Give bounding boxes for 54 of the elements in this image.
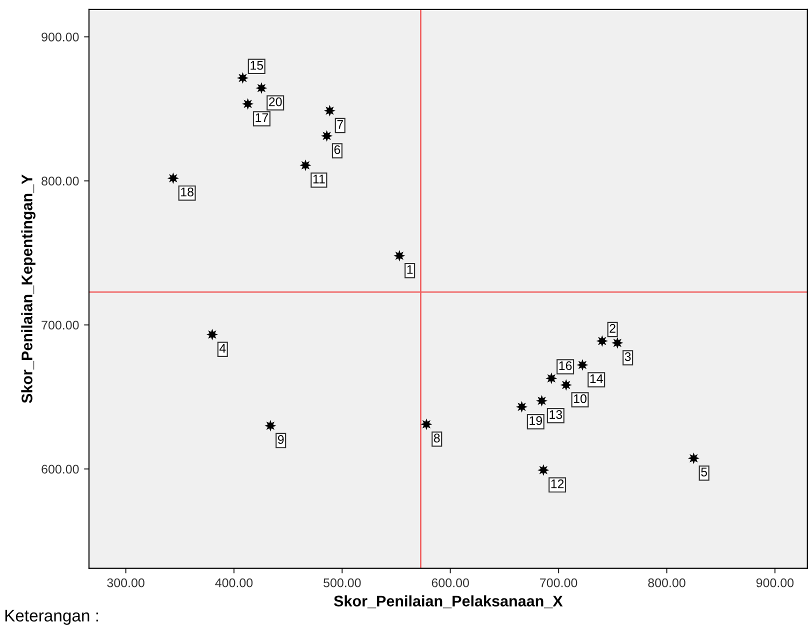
annotation: 14 [590, 374, 603, 383]
annotation: 1 [407, 265, 413, 274]
point [516, 401, 528, 413]
annotation: 11 [313, 174, 325, 184]
point [324, 104, 336, 116]
text: Keterangan : [5, 610, 98, 625]
y-tick-label: 600.00 [42, 464, 79, 474]
y-axis-title: Skor_Penilaian_Kepentingan_Y [21, 174, 36, 404]
annotation: 12 [551, 479, 564, 488]
x-tick-label: 400.00 [215, 578, 253, 588]
point [256, 82, 268, 94]
annotation: 7 [337, 120, 343, 129]
annotation: 4 [219, 344, 226, 353]
point [264, 420, 276, 432]
point [206, 328, 218, 340]
annotation: 8 [434, 434, 440, 442]
point [546, 372, 558, 384]
annotation: 19 [530, 416, 542, 426]
annotation: 9 [278, 435, 284, 444]
point [394, 250, 406, 262]
point [612, 337, 624, 349]
annotation: 20 [269, 97, 282, 106]
annotation: 6 [334, 145, 340, 154]
annotation: 16 [559, 361, 572, 370]
y-tick-label: 700.00 [42, 320, 79, 330]
point [536, 395, 548, 407]
point [538, 464, 550, 476]
point [236, 72, 249, 84]
annotation: 3 [624, 352, 631, 362]
annotation: 18 [181, 188, 194, 196]
x-tick-label: 500.00 [324, 578, 361, 588]
point [242, 98, 254, 110]
point [576, 359, 588, 371]
x-tick-label: 600.00 [432, 578, 469, 588]
point [320, 130, 333, 142]
x-tick-label: 700.00 [540, 578, 578, 588]
annotation: 2 [610, 324, 616, 333]
point [300, 159, 312, 172]
annotation: 13 [550, 410, 562, 419]
y-tick-label: 800.00 [42, 176, 79, 186]
point [688, 452, 700, 464]
x-tick-label: 300.00 [107, 578, 144, 588]
point [420, 418, 432, 430]
annotation: 17 [256, 113, 268, 122]
point [167, 172, 179, 184]
x-tick-label: 800.00 [648, 578, 686, 588]
annotation: 5 [701, 468, 708, 476]
point [560, 379, 572, 391]
point [596, 335, 608, 347]
annotation: 15 [250, 61, 264, 70]
y-tick-label: 900.00 [42, 32, 79, 42]
x-tick-label: 900.00 [756, 578, 794, 588]
annotation: 10 [574, 394, 586, 404]
x-axis-title: Skor_Penilaian_Pelaksanaan_X [334, 595, 563, 608]
